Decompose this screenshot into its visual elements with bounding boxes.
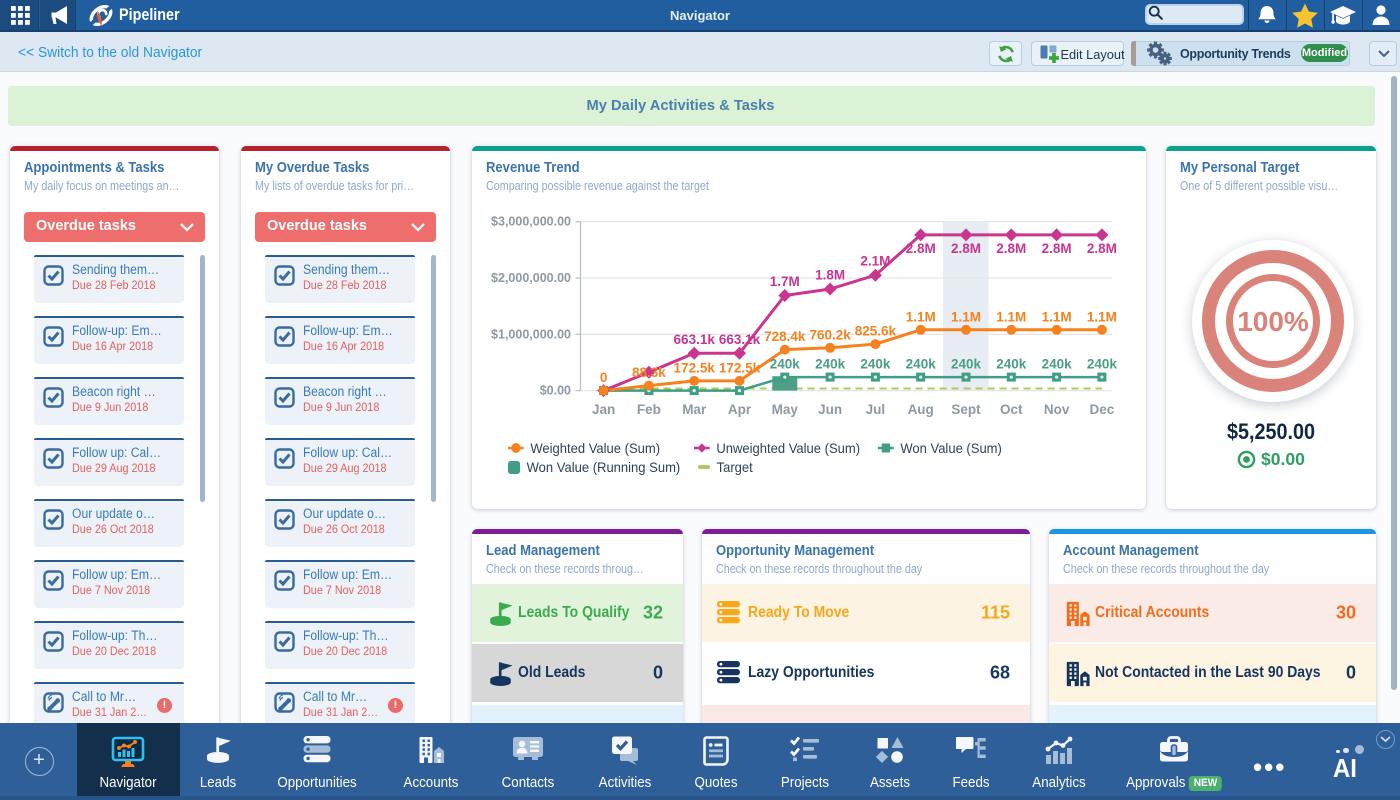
svg-text:2.8M: 2.8M — [906, 241, 936, 256]
svg-text:$3,000,000.00: $3,000,000.00 — [491, 215, 571, 229]
svg-text:2.8M: 2.8M — [1042, 241, 1072, 256]
svg-text:May: May — [772, 402, 799, 417]
svg-text:1.7M: 1.7M — [770, 274, 800, 289]
svg-text:0: 0 — [600, 370, 608, 385]
svg-text:1.1M: 1.1M — [1042, 309, 1072, 324]
svg-text:172.5k: 172.5k — [674, 360, 716, 375]
svg-text:240k: 240k — [770, 357, 801, 372]
svg-text:240k: 240k — [951, 357, 982, 372]
svg-text:Sept: Sept — [951, 402, 981, 417]
svg-text:825.6k: 825.6k — [855, 324, 897, 339]
svg-text:Apr: Apr — [728, 402, 752, 417]
svg-text:$1,000,000.00: $1,000,000.00 — [491, 327, 571, 341]
svg-text:240k: 240k — [996, 357, 1027, 372]
svg-text:663.1k: 663.1k — [674, 332, 716, 347]
svg-text:172.5k: 172.5k — [719, 360, 761, 375]
svg-text:760.2k: 760.2k — [809, 327, 851, 342]
svg-text:Oct: Oct — [1000, 402, 1023, 417]
svg-text:Feb: Feb — [637, 402, 661, 417]
svg-text:Jul: Jul — [866, 402, 886, 417]
svg-text:1.1M: 1.1M — [906, 309, 936, 324]
svg-text:100%: 100% — [1237, 306, 1309, 337]
svg-text:240k: 240k — [906, 357, 937, 372]
svg-text:Mar: Mar — [682, 402, 707, 417]
svg-text:240k: 240k — [860, 357, 891, 372]
svg-text:2.8M: 2.8M — [951, 241, 981, 256]
svg-text:2.1M: 2.1M — [860, 254, 890, 269]
svg-text:1.1M: 1.1M — [951, 309, 981, 324]
svg-text:Jan: Jan — [592, 402, 615, 417]
svg-text:$2,000,000.00: $2,000,000.00 — [491, 271, 571, 285]
svg-text:1.1M: 1.1M — [996, 309, 1026, 324]
svg-text:$0.00: $0.00 — [540, 384, 571, 398]
svg-text:2.8M: 2.8M — [996, 241, 1026, 256]
svg-text:2.8M: 2.8M — [1087, 241, 1117, 256]
svg-text:1.8M: 1.8M — [815, 268, 845, 283]
svg-text:240k: 240k — [815, 357, 846, 372]
svg-text:88.3k: 88.3k — [632, 365, 666, 380]
svg-text:Nov: Nov — [1044, 402, 1070, 417]
svg-text:663.1k: 663.1k — [719, 332, 761, 347]
svg-text:728.4k: 728.4k — [764, 329, 806, 344]
svg-text:Jun: Jun — [818, 402, 842, 417]
svg-text:240k: 240k — [1087, 357, 1118, 372]
svg-text:Dec: Dec — [1090, 402, 1115, 417]
svg-text:240k: 240k — [1042, 357, 1073, 372]
svg-text:Aug: Aug — [908, 402, 934, 417]
svg-text:1.1M: 1.1M — [1087, 309, 1117, 324]
